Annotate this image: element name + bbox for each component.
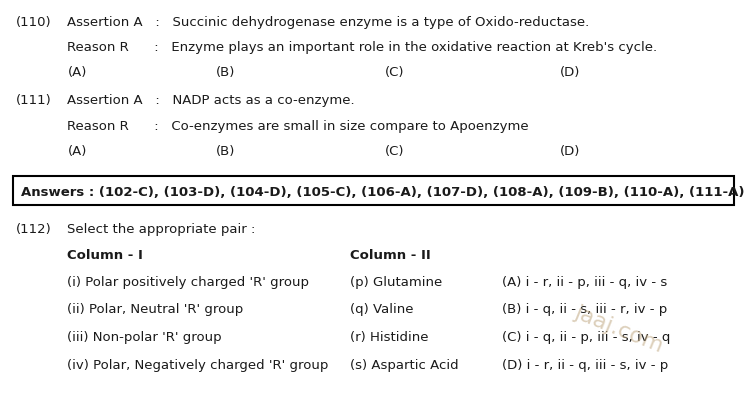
Text: (B): (B)	[216, 66, 235, 79]
Text: (110): (110)	[16, 16, 52, 29]
Text: (C) i - q, ii - p, iii - s, iv - q: (C) i - q, ii - p, iii - s, iv - q	[502, 331, 670, 344]
Text: (iv) Polar, Negatively charged 'R' group: (iv) Polar, Negatively charged 'R' group	[67, 359, 329, 372]
Text: (A): (A)	[67, 145, 87, 158]
Text: jaaj.com: jaaj.com	[571, 303, 666, 356]
Text: (ii) Polar, Neutral 'R' group: (ii) Polar, Neutral 'R' group	[67, 303, 244, 317]
Text: Reason R      :   Co-enzymes are small in size compare to Apoenzyme: Reason R : Co-enzymes are small in size …	[67, 120, 529, 133]
Text: Column - II: Column - II	[350, 249, 431, 262]
Bar	[13, 176, 734, 205]
Text: (p) Glutamine: (p) Glutamine	[350, 276, 442, 289]
Text: (B): (B)	[216, 145, 235, 158]
Text: (A) i - r, ii - p, iii - q, iv - s: (A) i - r, ii - p, iii - q, iv - s	[502, 276, 667, 289]
Text: (i) Polar positively charged 'R' group: (i) Polar positively charged 'R' group	[67, 276, 309, 289]
Text: Assertion A   :   Succinic dehydrogenase enzyme is a type of Oxido-reductase.: Assertion A : Succinic dehydrogenase enz…	[67, 16, 589, 29]
Text: (r) Histidine: (r) Histidine	[350, 331, 429, 344]
Text: Assertion A   :   NADP acts as a co-enzyme.: Assertion A : NADP acts as a co-enzyme.	[67, 95, 355, 107]
Text: (D) i - r, ii - q, iii - s, iv - p: (D) i - r, ii - q, iii - s, iv - p	[502, 359, 668, 372]
Text: (111): (111)	[16, 95, 52, 107]
Text: (C): (C)	[385, 145, 404, 158]
Text: (B) i - q, ii - s, iii - r, iv - p: (B) i - q, ii - s, iii - r, iv - p	[502, 303, 667, 317]
Text: (iii) Non-polar 'R' group: (iii) Non-polar 'R' group	[67, 331, 222, 344]
Text: Select the appropriate pair :: Select the appropriate pair :	[67, 223, 256, 237]
Text: (D): (D)	[560, 145, 580, 158]
Text: (A): (A)	[67, 66, 87, 79]
Text: (s) Aspartic Acid: (s) Aspartic Acid	[350, 359, 459, 372]
Text: (C): (C)	[385, 66, 404, 79]
Text: (D): (D)	[560, 66, 580, 79]
Text: Reason R      :   Enzyme plays an important role in the oxidative reaction at Kr: Reason R : Enzyme plays an important rol…	[67, 41, 657, 54]
Text: (q) Valine: (q) Valine	[350, 303, 414, 317]
Text: (112): (112)	[16, 223, 52, 237]
Text: Answers : (102-C), (103-D), (104-D), (105-C), (106-A), (107-D), (108-A), (109-B): Answers : (102-C), (103-D), (104-D), (10…	[21, 186, 744, 198]
Text: Column - I: Column - I	[67, 249, 143, 262]
